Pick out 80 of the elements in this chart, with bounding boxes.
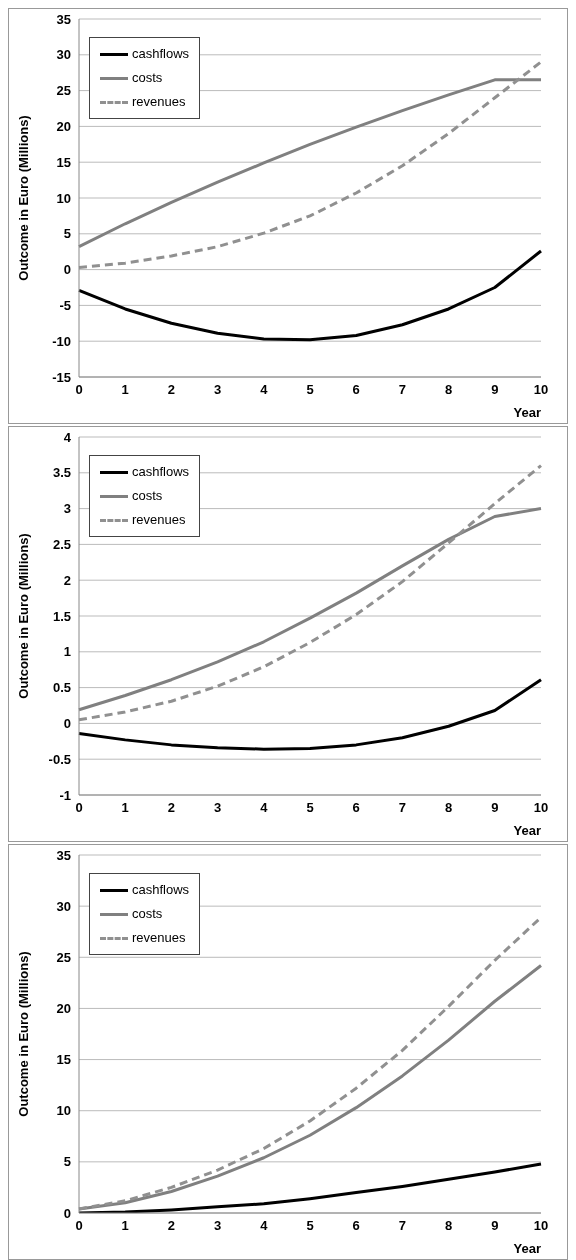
y-tick-label: 5 bbox=[63, 226, 71, 242]
legend-label: costs bbox=[132, 69, 163, 87]
legend-label: costs bbox=[132, 905, 163, 923]
y-tick-label: 5 bbox=[63, 1154, 71, 1170]
y-axis-title: Outcome in Euro (Millions) bbox=[15, 115, 31, 281]
x-tick-label: 10 bbox=[533, 382, 549, 398]
x-axis-title: Year bbox=[513, 405, 541, 420]
x-tick-label: 2 bbox=[167, 1218, 176, 1234]
x-tick-label: 0 bbox=[75, 1218, 83, 1234]
y-tick-label: 1.5 bbox=[52, 608, 71, 624]
y-axis-title: Outcome in Euro (Millions) bbox=[15, 951, 31, 1117]
x-tick-label: 7 bbox=[398, 800, 407, 816]
y-tick-label: 15 bbox=[56, 1052, 71, 1068]
x-tick-label: 5 bbox=[306, 800, 314, 816]
x-tick-label: 9 bbox=[491, 382, 499, 398]
x-axis-title: Year bbox=[513, 823, 541, 838]
y-tick-label: 35 bbox=[56, 847, 71, 863]
y-tick-label: 20 bbox=[56, 119, 71, 135]
x-tick-label: 1 bbox=[121, 800, 129, 816]
y-tick-label: 0.5 bbox=[52, 680, 71, 696]
y-tick-label: 1 bbox=[63, 644, 71, 660]
y-tick-label: 20 bbox=[56, 1001, 71, 1017]
legend-label: cashflows bbox=[132, 881, 190, 899]
y-tick-label: 0 bbox=[63, 1205, 71, 1221]
x-tick-label: 6 bbox=[352, 382, 360, 398]
x-tick-label: 7 bbox=[398, 382, 407, 398]
y-tick-label: 3.5 bbox=[52, 465, 71, 481]
y-tick-label: 0 bbox=[63, 716, 71, 732]
legend-label: cashflows bbox=[132, 45, 190, 63]
y-tick-label: 2.5 bbox=[52, 537, 71, 553]
y-tick-label: -5 bbox=[59, 298, 71, 314]
x-tick-label: 4 bbox=[260, 800, 269, 816]
x-tick-label: 0 bbox=[75, 800, 83, 816]
legend-label: revenues bbox=[132, 511, 186, 529]
y-tick-label: -1 bbox=[59, 787, 71, 803]
x-tick-label: 7 bbox=[398, 1218, 407, 1234]
x-tick-label: 2 bbox=[167, 382, 176, 398]
x-tick-label: 9 bbox=[491, 1218, 499, 1234]
y-tick-label: -15 bbox=[52, 369, 71, 385]
x-tick-label: 5 bbox=[306, 1218, 314, 1234]
y-tick-label: 2 bbox=[63, 572, 71, 588]
line-series bbox=[77, 678, 543, 751]
x-tick-label: 4 bbox=[260, 382, 269, 398]
y-tick-label: 15 bbox=[56, 154, 71, 170]
x-tick-label: 8 bbox=[444, 382, 453, 398]
x-tick-label: 4 bbox=[260, 1218, 269, 1234]
x-tick-label: 3 bbox=[213, 800, 222, 816]
legend-label: revenues bbox=[132, 929, 186, 947]
x-tick-label: 10 bbox=[533, 800, 549, 816]
y-tick-label: 25 bbox=[56, 83, 71, 99]
y-tick-label: 30 bbox=[56, 47, 71, 63]
y-tick-label: 35 bbox=[56, 11, 71, 27]
x-tick-label: 3 bbox=[213, 1218, 222, 1234]
x-tick-label: 6 bbox=[352, 800, 360, 816]
y-tick-label: 10 bbox=[56, 1103, 71, 1119]
y-tick-label: 0 bbox=[63, 262, 71, 278]
x-tick-label: 2 bbox=[167, 800, 176, 816]
x-tick-label: 1 bbox=[121, 382, 129, 398]
y-tick-label: -0.5 bbox=[48, 751, 71, 767]
y-tick-label: -10 bbox=[52, 333, 71, 349]
y-tick-label: 4 bbox=[63, 429, 72, 445]
x-axis-title: Year bbox=[513, 1241, 541, 1256]
x-tick-label: 6 bbox=[352, 1218, 360, 1234]
x-tick-label: 0 bbox=[75, 382, 83, 398]
legend-label: revenues bbox=[132, 93, 186, 111]
x-tick-label: 8 bbox=[444, 800, 453, 816]
y-tick-label: 10 bbox=[56, 190, 71, 206]
legend-label: cashflows bbox=[132, 463, 190, 481]
x-tick-label: 5 bbox=[306, 382, 314, 398]
y-tick-label: 30 bbox=[56, 898, 71, 914]
x-tick-label: 3 bbox=[213, 382, 222, 398]
y-tick-label: 25 bbox=[56, 949, 71, 965]
x-tick-label: 1 bbox=[121, 1218, 129, 1234]
line-series bbox=[77, 249, 543, 342]
y-axis-title: Outcome in Euro (Millions) bbox=[15, 533, 31, 699]
x-tick-label: 10 bbox=[533, 1218, 549, 1234]
y-tick-label: 3 bbox=[63, 501, 71, 517]
x-tick-label: 9 bbox=[491, 800, 499, 816]
legend-label: costs bbox=[132, 487, 163, 505]
x-tick-label: 8 bbox=[444, 1218, 453, 1234]
